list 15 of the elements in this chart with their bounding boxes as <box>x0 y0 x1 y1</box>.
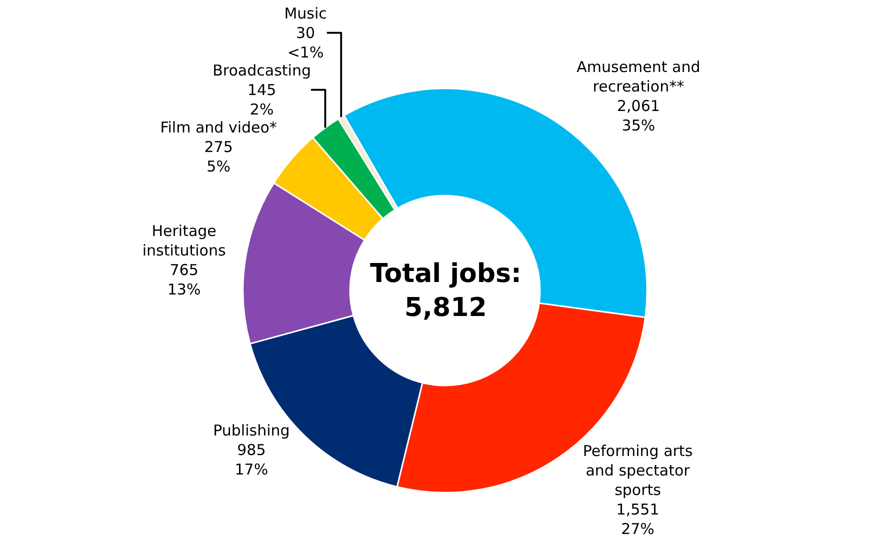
data-label: 30 <1% <box>287 24 324 62</box>
slice-label: Peforming arts and spectator sports <box>582 442 693 500</box>
data-label: 145 2% <box>247 80 276 118</box>
slice-label: Publishing <box>213 421 290 440</box>
slice-label: Broadcasting <box>212 61 311 80</box>
text: Total jobs: 5,812 <box>370 259 522 323</box>
data-label: 985 17% <box>234 440 268 478</box>
data-label: 765 13% <box>167 260 201 298</box>
data-label: 275 5% <box>204 138 233 176</box>
data-label: 1,551 27% <box>616 500 660 538</box>
data-label: 2,061 35% <box>616 96 660 134</box>
slice-label: Music <box>284 4 327 22</box>
slice-label: Film and video* <box>160 118 278 136</box>
slice-label: Heritage institutions <box>142 222 226 260</box>
slice-label: Amusement and recreation** <box>576 58 700 96</box>
